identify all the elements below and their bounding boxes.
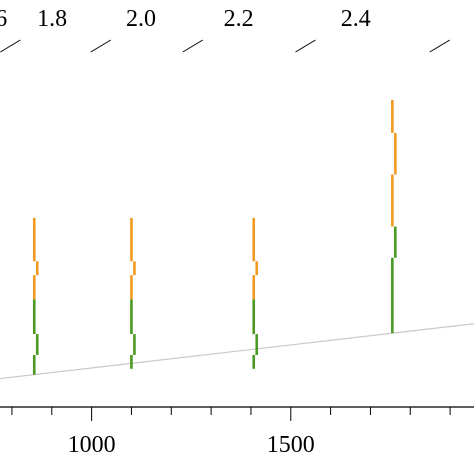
bottom-axis: 100015002 xyxy=(0,406,474,458)
top-tick-label-5: 2.4 xyxy=(341,6,371,32)
top-tick-mark-3 xyxy=(182,39,204,53)
marker-group-3 xyxy=(252,217,259,369)
marker-group-4 xyxy=(391,99,397,334)
top-axis: 6 1.8 2.0 2.2 2.4 xyxy=(0,6,451,53)
reference-line xyxy=(0,323,474,380)
top-tick-label-3: 2.0 xyxy=(126,6,156,32)
top-tick-mark-1 xyxy=(0,39,21,53)
top-tick-mark-5 xyxy=(429,39,451,53)
top-tick-label-2: 1.8 xyxy=(37,6,67,32)
top-tick-mark-4 xyxy=(295,39,316,53)
series-layer xyxy=(32,99,397,375)
top-tick-label-1: 6 xyxy=(0,6,7,32)
marker-group-2 xyxy=(130,217,136,369)
x-tick-label-1: 1000 xyxy=(68,432,116,458)
reference-line-layer xyxy=(0,323,474,380)
marker-group-1 xyxy=(32,217,39,375)
x-tick-label-2: 1500 xyxy=(267,432,315,458)
top-tick-mark-2 xyxy=(90,39,112,53)
top-tick-label-4: 2.2 xyxy=(224,6,254,32)
